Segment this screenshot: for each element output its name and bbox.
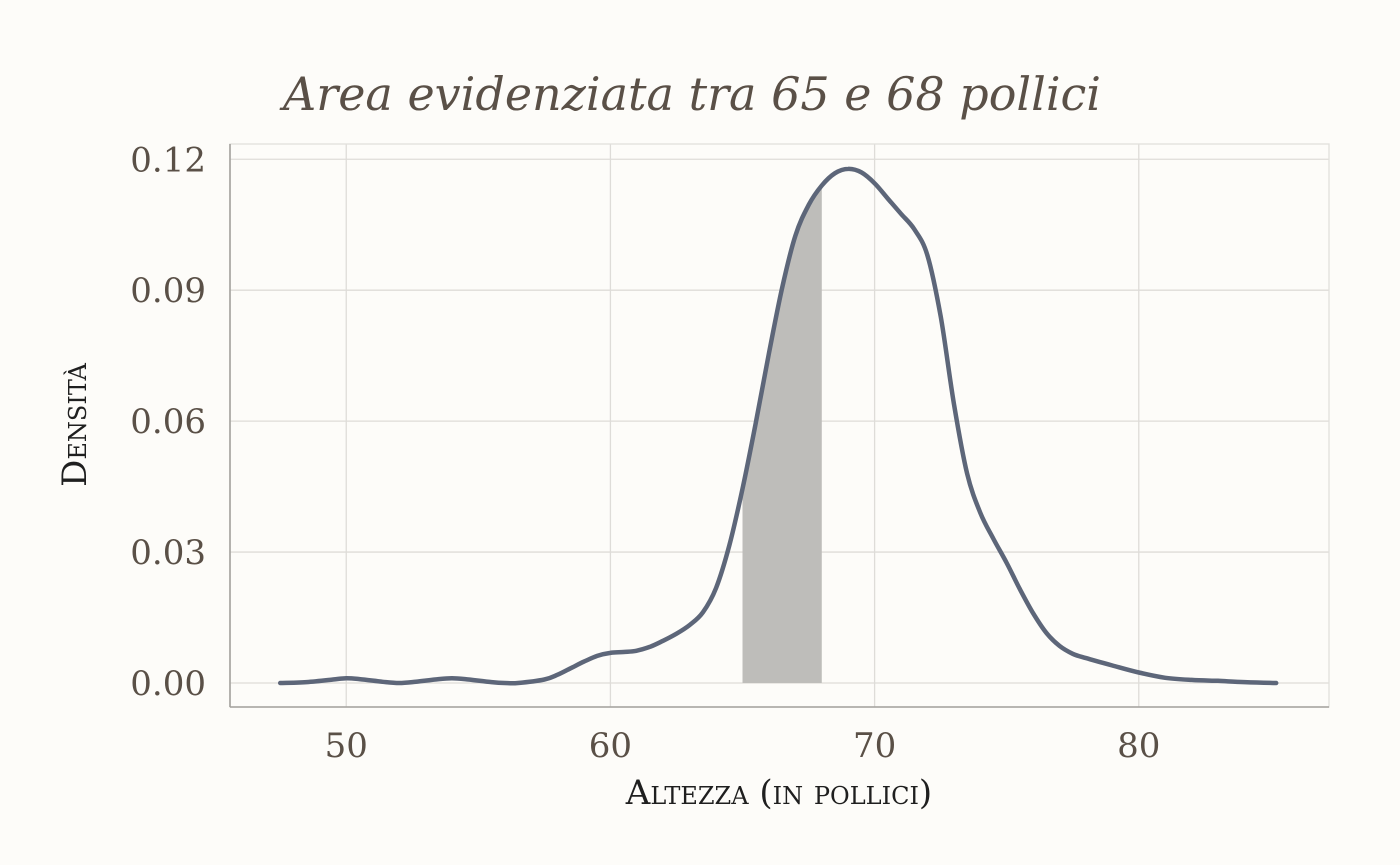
y-tick-label: 0.00 (130, 664, 206, 704)
y-axis-label: Densità (55, 362, 95, 486)
y-tick-label: 0.03 (130, 533, 206, 573)
x-axis-label: Altezza (in pollici) (625, 773, 932, 813)
density-curve (277, 166, 1279, 686)
x-tick-label: 80 (1117, 726, 1160, 766)
x-axis-ticks: 50 60 70 80 (325, 726, 1161, 766)
y-tick-label: 0.12 (130, 140, 206, 180)
y-tick-label: 0.09 (130, 271, 206, 311)
x-tick-label: 50 (325, 726, 368, 766)
x-tick-label: 60 (589, 726, 632, 766)
chart-title: Area evidenziata tra 65 e 68 pollici (279, 67, 1101, 121)
highlighted-area-65-68 (742, 185, 822, 683)
y-axis-ticks: 0.00 0.03 0.06 0.09 0.12 (130, 140, 206, 704)
x-tick-label: 70 (853, 726, 896, 766)
y-tick-label: 0.06 (130, 402, 206, 442)
